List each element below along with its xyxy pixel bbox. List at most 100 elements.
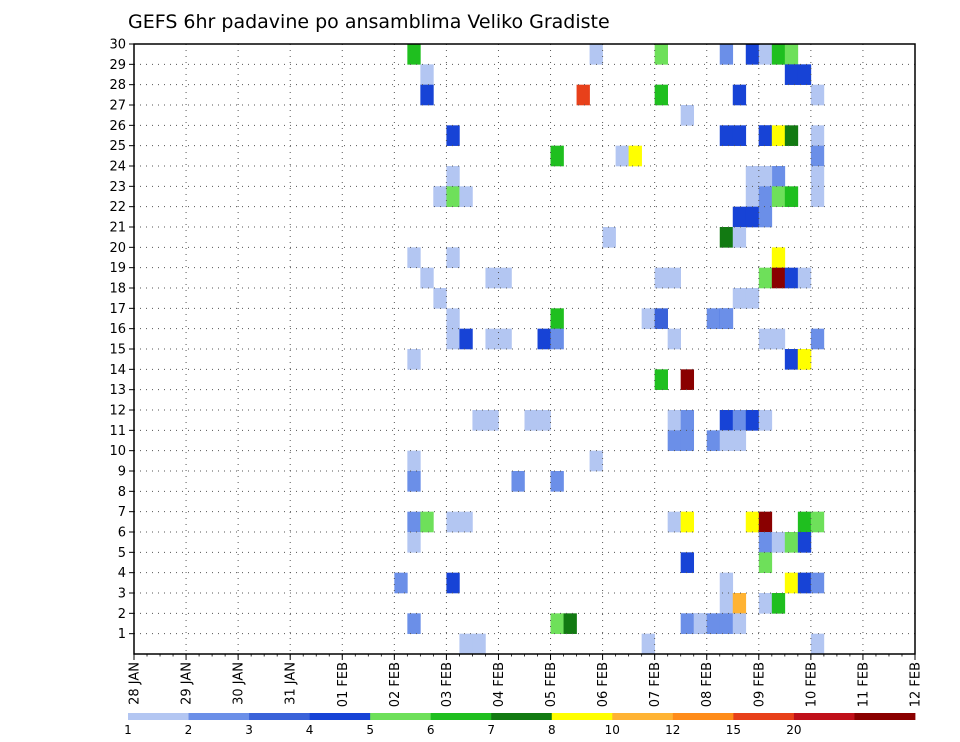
heatmap-cell: [420, 64, 434, 85]
heatmap-cell: [472, 410, 486, 431]
heatmap-cell: [797, 64, 812, 85]
y-tick-label: 27: [109, 99, 126, 114]
y-tick-label: 18: [109, 282, 126, 297]
chart-title: GEFS 6hr padavine po ansamblima Veliko G…: [128, 11, 610, 33]
heatmap-cell: [758, 410, 773, 431]
y-tick-label: 14: [109, 363, 126, 378]
heatmap-cell: [680, 410, 695, 431]
heatmap-cell: [563, 613, 577, 634]
heatmap-cell: [784, 125, 799, 146]
data-cells: [394, 44, 825, 655]
heatmap-cell: [810, 186, 825, 207]
heatmap-cell: [654, 84, 668, 106]
heatmap-cell: [745, 166, 760, 187]
x-tick-label: 06 FEB: [596, 662, 611, 707]
x-tick-label: 31 JAN: [284, 662, 299, 705]
heatmap-cell: [550, 613, 564, 634]
heatmap-cell: [589, 44, 603, 65]
heatmap-cell: [550, 328, 564, 350]
heatmap-cell: [589, 450, 603, 472]
heatmap-cell: [719, 308, 734, 329]
x-tick-label: 03 FEB: [440, 662, 455, 707]
heatmap-cell: [459, 511, 473, 533]
heatmap-cell: [745, 44, 760, 65]
heatmap-cell: [407, 247, 421, 268]
heatmap-cell: [407, 450, 421, 472]
heatmap-cell: [511, 471, 525, 492]
y-tick-label: 11: [109, 424, 126, 439]
heatmap-cell: [810, 572, 825, 594]
heatmap-cell: [758, 166, 773, 187]
heatmap-cell: [680, 613, 695, 634]
y-tick-label: 6: [118, 526, 126, 541]
y-tick-label: 17: [109, 302, 126, 317]
heatmap-cell: [537, 328, 551, 350]
x-tick-label: 08 FEB: [700, 662, 715, 707]
y-tick-label: 5: [118, 546, 126, 561]
heatmap-cell: [732, 410, 747, 431]
heatmap-cell: [732, 206, 747, 228]
heatmap-cell: [732, 84, 747, 106]
heatmap-cell: [745, 206, 760, 228]
x-tick-label: 28 JAN: [128, 662, 143, 705]
heatmap-cell: [732, 593, 747, 614]
heatmap-cell: [485, 328, 499, 350]
heatmap-cell: [758, 511, 773, 533]
heatmap-cell: [628, 145, 642, 167]
legend-swatch: [430, 713, 492, 720]
y-tick-label: 10: [109, 444, 126, 459]
heatmap-cell: [706, 613, 721, 634]
heatmap-cell: [420, 511, 434, 533]
heatmap-cell: [433, 186, 447, 207]
y-tick-label: 4: [118, 566, 126, 581]
heatmap-cell: [810, 125, 825, 146]
legend-swatch: [370, 713, 432, 720]
heatmap-cell: [810, 328, 825, 350]
heatmap-cell: [667, 328, 681, 350]
heatmap-cell: [654, 308, 668, 329]
y-tick-label: 7: [118, 505, 126, 520]
heatmap-cell: [472, 633, 486, 655]
heatmap-cell: [420, 84, 434, 106]
legend-swatch: [491, 713, 553, 720]
heatmap-cell: [810, 145, 825, 167]
heatmap-cell: [771, 247, 786, 268]
heatmap-cell: [797, 267, 812, 289]
heatmap-cell: [732, 430, 747, 451]
y-tick-label: 19: [109, 261, 126, 276]
heatmap-cell: [407, 532, 421, 553]
heatmap-cell: [407, 511, 421, 533]
heatmap-cell: [771, 186, 786, 207]
heatmap-cell: [459, 186, 473, 207]
grid: [134, 44, 915, 654]
y-axis: 1234567891011121314151617181920212223242…: [109, 38, 134, 642]
y-tick-label: 3: [118, 587, 126, 602]
heatmap-cell: [758, 328, 773, 350]
y-tick-label: 26: [109, 119, 126, 134]
legend-swatch: [854, 713, 916, 720]
legend-label: 3: [245, 723, 253, 737]
heatmap-cell: [602, 227, 616, 248]
heatmap-cell: [693, 613, 708, 634]
y-tick-label: 12: [109, 404, 126, 419]
heatmap-cell: [771, 166, 786, 187]
y-tick-label: 23: [109, 180, 126, 195]
heatmap-cell: [732, 613, 747, 634]
heatmap-cell: [719, 125, 734, 146]
legend-label: 15: [726, 723, 741, 737]
heatmap-cell: [745, 410, 760, 431]
heatmap-cell: [784, 44, 799, 65]
heatmap-cell: [771, 593, 786, 614]
heatmap-cell: [667, 267, 681, 289]
heatmap-cell: [550, 145, 564, 167]
heatmap-cell: [446, 572, 460, 594]
heatmap-cell: [433, 288, 447, 309]
y-tick-label: 25: [109, 139, 126, 154]
heatmap-cell: [771, 267, 786, 289]
heatmap-cell: [706, 308, 721, 329]
heatmap-cell: [667, 410, 681, 431]
heatmap-cell: [810, 166, 825, 187]
heatmap-cell: [732, 288, 747, 309]
legend-swatch: [672, 713, 734, 720]
heatmap-cell: [719, 227, 734, 248]
